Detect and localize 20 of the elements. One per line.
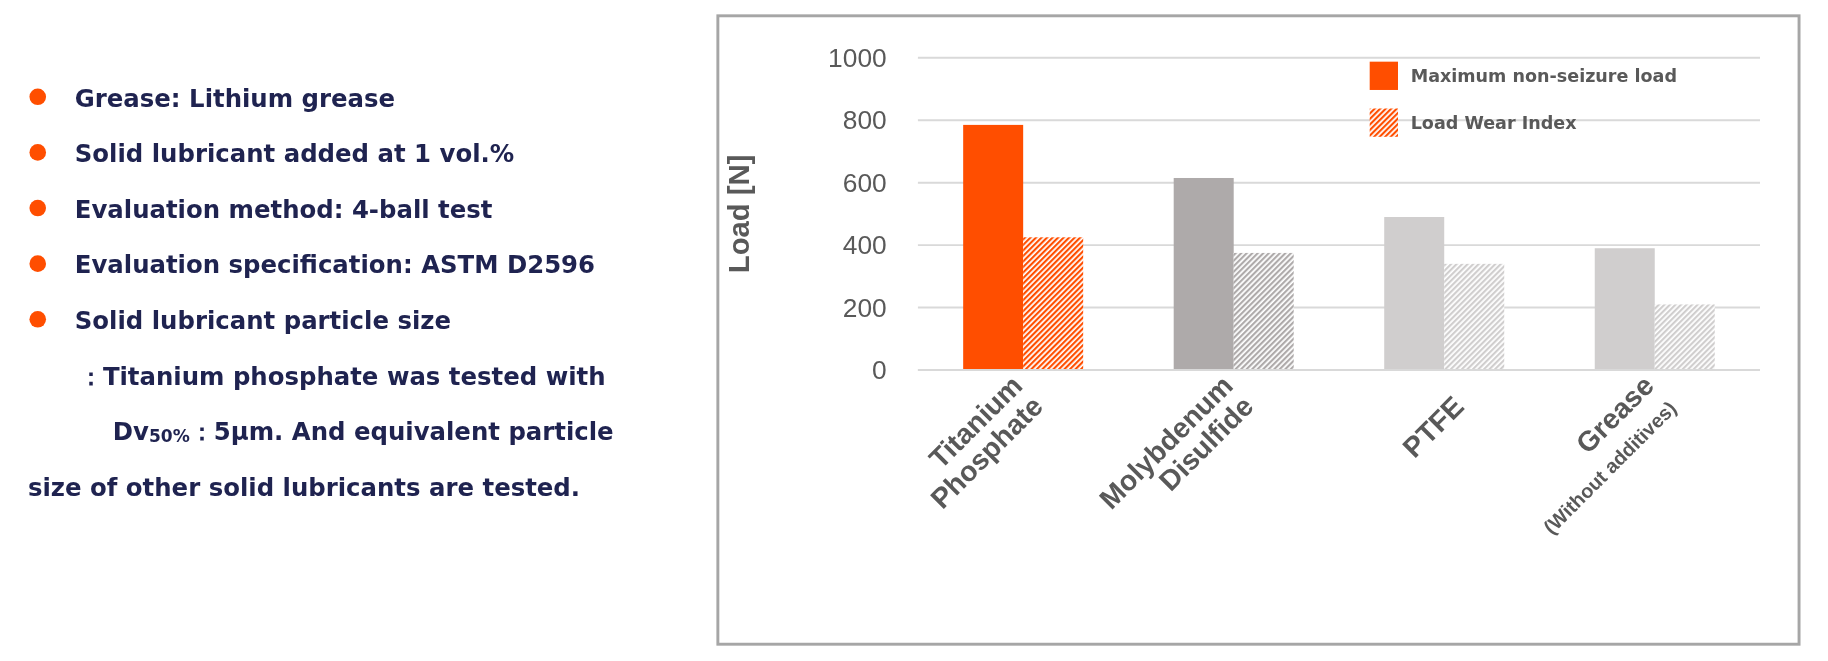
bar [963,124,1024,371]
text: Evaluation specification: ASTM D2596 [74,250,596,280]
y-tick-label: 600 [842,167,887,198]
legend-label: Load Wear Index [1410,113,1578,134]
bar [1173,177,1234,371]
y-tick-label: 400 [842,230,887,261]
text: Evaluation method: 4-ball test [74,194,493,224]
y-tick-label: 0 [872,355,887,386]
bar [1444,263,1505,371]
legend-label: Maximum non-seizure load [1410,66,1678,87]
y-axis-title: Load [N] [723,154,756,274]
y-tick-label: 1000 [828,42,887,73]
text: Solid lubricant added at 1 vol.% [74,139,515,169]
y-tick-label: 800 [842,105,887,136]
y-tick-label: 200 [842,292,887,323]
bar [1023,237,1084,371]
text: Grease: Lithium grease [74,83,396,113]
text: Solid lubricant particle size ：Titanium phosphate was tested with Dv$_{50%}$：5μm. And equivalent particle size of other solid lubricants are tested. [27,306,614,502]
bar [1654,304,1715,371]
bar [1233,252,1294,371]
